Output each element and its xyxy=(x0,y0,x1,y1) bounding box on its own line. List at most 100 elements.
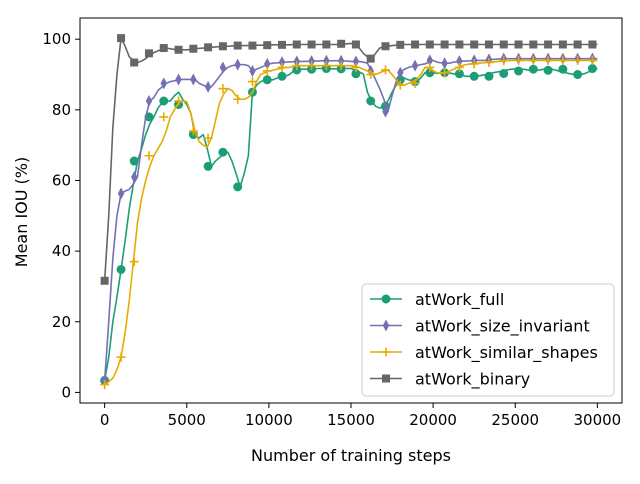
series-atwork-full xyxy=(100,64,598,385)
data-point xyxy=(321,61,331,71)
y-axis-label: Mean IOU (%) xyxy=(12,157,31,267)
data-point xyxy=(190,73,197,86)
data-point xyxy=(188,126,198,136)
data-point xyxy=(116,352,126,362)
data-point xyxy=(322,40,331,49)
data-point xyxy=(499,56,509,66)
data-point xyxy=(469,59,479,69)
data-point xyxy=(397,66,404,79)
data-point xyxy=(440,68,450,78)
data-point xyxy=(189,44,198,53)
data-point xyxy=(160,77,167,90)
data-point xyxy=(499,40,508,49)
data-point xyxy=(425,40,434,49)
data-point xyxy=(366,54,375,63)
data-point xyxy=(278,40,287,49)
series-line-atwork-size-invariant xyxy=(103,57,598,381)
data-point xyxy=(395,80,405,90)
legend-item-atwork-binary: atWork_binary xyxy=(370,370,530,390)
series-atwork-similar-shapes xyxy=(100,55,598,390)
data-point xyxy=(203,133,213,143)
data-point xyxy=(528,64,538,74)
axes-layer: 0 5000 10000 15000 20000 25000 30000 0 20 40 60 80 1… xyxy=(42,17,623,429)
legend-label: atWork_full xyxy=(415,290,504,310)
data-point xyxy=(514,55,524,65)
x-axis-label: Number of training steps xyxy=(251,446,451,465)
legend-label: atWork_similar_shapes xyxy=(415,343,598,363)
legend-swatch-marker xyxy=(382,374,390,383)
data-point xyxy=(130,58,139,67)
data-point xyxy=(233,41,242,50)
data-point xyxy=(587,64,597,74)
data-point xyxy=(514,40,523,49)
data-point xyxy=(233,182,243,192)
data-point xyxy=(396,40,405,49)
data-point xyxy=(263,41,272,50)
data-point xyxy=(514,66,524,76)
data-point xyxy=(587,55,597,65)
legend-box xyxy=(361,283,615,397)
legend: atWork_full atWork_size_invariant atWork_s… xyxy=(361,283,615,397)
data-point xyxy=(543,55,553,65)
data-point xyxy=(116,264,126,274)
data-point xyxy=(278,56,286,69)
data-point xyxy=(382,105,389,118)
data-point xyxy=(484,71,494,81)
y-tick-label: 100 xyxy=(42,30,71,48)
data-point xyxy=(100,276,109,285)
data-point xyxy=(277,71,287,81)
data-point xyxy=(233,94,243,104)
data-point xyxy=(131,170,138,183)
data-point xyxy=(145,95,153,108)
y-tick-label: 20 xyxy=(52,313,71,331)
legend-item-atwork-similar-shapes: atWork_similar_shapes xyxy=(370,343,598,363)
data-point xyxy=(351,40,360,49)
data-point xyxy=(100,380,110,390)
data-point xyxy=(469,71,479,81)
data-point xyxy=(117,187,125,200)
data-point xyxy=(159,96,169,106)
data-point xyxy=(529,40,538,49)
data-point xyxy=(380,65,390,75)
data-point xyxy=(247,77,257,87)
data-point xyxy=(292,61,302,71)
data-point xyxy=(484,58,494,68)
data-point xyxy=(366,96,376,106)
data-point xyxy=(573,40,582,49)
data-point xyxy=(411,59,419,72)
data-point xyxy=(499,68,509,78)
data-point xyxy=(129,257,139,267)
data-point xyxy=(441,57,448,70)
legend-label: atWork_size_invariant xyxy=(415,317,590,337)
y-tick-label: 40 xyxy=(52,242,71,260)
data-point xyxy=(218,147,228,157)
data-point xyxy=(234,58,241,71)
data-point xyxy=(174,96,184,106)
x-tick-label: 10000 xyxy=(245,411,293,429)
data-point xyxy=(219,61,227,74)
data-point xyxy=(410,78,420,88)
y-tick-label: 0 xyxy=(61,383,71,401)
data-point xyxy=(203,161,213,171)
data-point xyxy=(366,70,376,80)
x-tick-label: 25000 xyxy=(491,411,539,429)
legend-swatch-marker xyxy=(382,319,390,332)
series-atwork-size-invariant xyxy=(101,52,598,387)
data-point xyxy=(425,62,435,72)
data-point xyxy=(558,55,568,65)
data-point xyxy=(470,40,479,49)
data-point xyxy=(352,55,360,68)
data-point xyxy=(484,40,493,49)
data-point xyxy=(204,43,213,52)
data-point xyxy=(204,80,212,93)
data-point xyxy=(351,62,361,72)
data-point xyxy=(262,66,272,76)
data-point xyxy=(262,75,272,85)
data-point xyxy=(573,55,583,65)
x-tick-label: 0 xyxy=(100,411,110,429)
data-point xyxy=(381,42,390,51)
data-point xyxy=(573,70,583,80)
data-point xyxy=(308,55,315,68)
y-tick-label: 60 xyxy=(52,171,71,189)
